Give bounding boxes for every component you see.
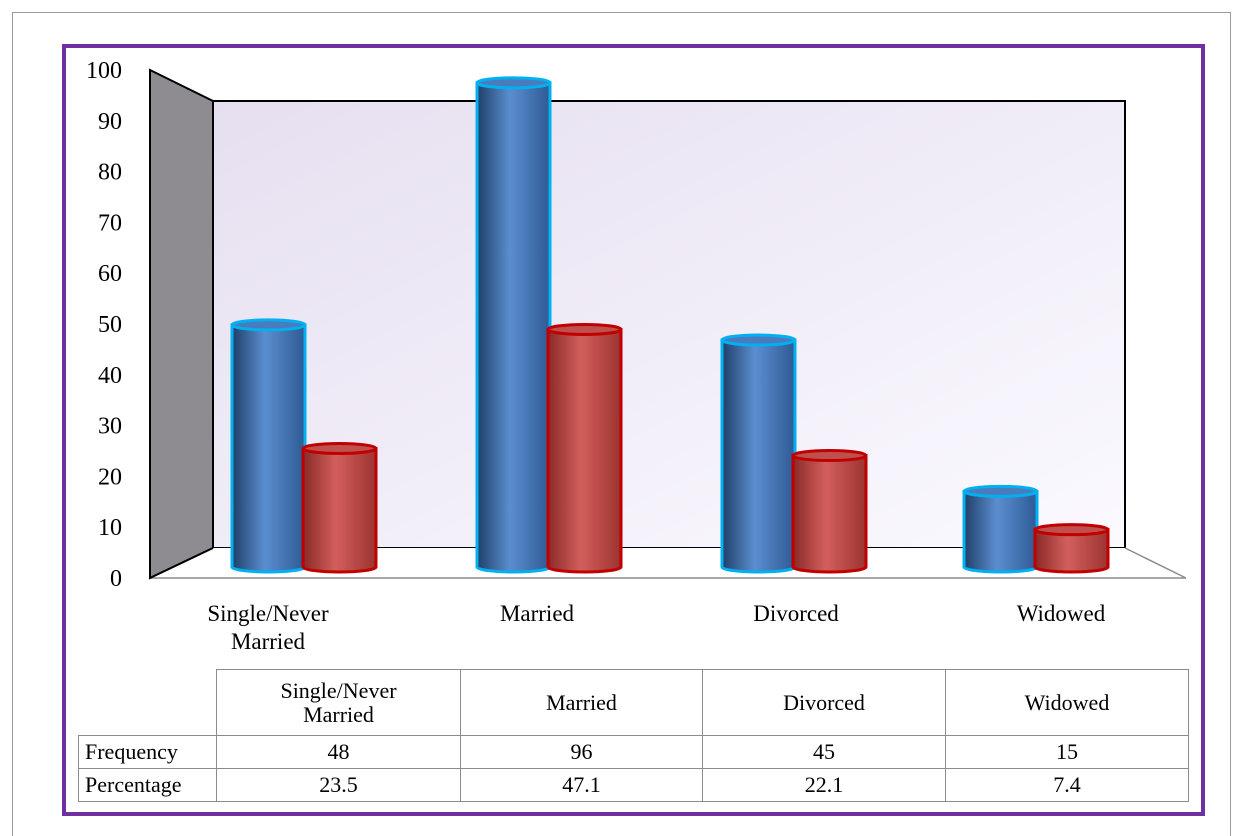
- table-header-married: Married: [460, 669, 703, 736]
- table-cell: 45: [702, 735, 946, 769]
- table-header-widowed: Widowed: [945, 669, 1189, 736]
- bar-top: [230, 318, 307, 332]
- bar-top: [791, 449, 868, 463]
- table-cell: 48: [216, 735, 461, 769]
- floor: [150, 548, 1186, 578]
- side-wall: [149, 68, 214, 580]
- bar-top: [720, 333, 797, 347]
- table-cell: 23.5: [216, 768, 461, 802]
- x-tick-label: Divorced: [753, 601, 839, 626]
- bar-percentage: [546, 322, 623, 574]
- table-cell: 96: [460, 735, 703, 769]
- bar-top: [475, 76, 552, 90]
- bar-body: [1033, 528, 1110, 574]
- table-header-single: Single/Never Married: [216, 669, 461, 736]
- table-cell: 7.4: [945, 768, 1189, 802]
- bar-body: [962, 489, 1039, 574]
- page-border: [12, 12, 1231, 836]
- table-cell: 47.1: [460, 768, 703, 802]
- y-tick-label: 10: [98, 515, 122, 541]
- y-tick-label: 90: [98, 109, 122, 135]
- floor-left-edge: [149, 547, 214, 579]
- y-tick-label: 40: [98, 363, 122, 389]
- bar-frequency: [230, 318, 307, 574]
- bar-body: [546, 327, 623, 574]
- bar-body: [720, 338, 797, 574]
- row-label-percentage: Percentage: [78, 768, 217, 802]
- bar-percentage: [301, 441, 378, 574]
- table-header-divorced: Divorced: [702, 669, 946, 736]
- bar-top: [546, 322, 623, 336]
- bar-body: [230, 323, 307, 574]
- table-header-label: Single/Never Married: [280, 677, 397, 727]
- x-tick-label: Single/Never Married: [207, 601, 329, 654]
- y-tick-label: 20: [98, 464, 122, 490]
- table-row: Frequency 48 96 45 15: [78, 735, 1189, 769]
- bar-frequency: [475, 76, 552, 574]
- x-tick-label: Widowed: [1017, 601, 1106, 626]
- y-tick-label: 60: [98, 261, 122, 287]
- bar-top: [1033, 523, 1110, 537]
- table-corner: [78, 669, 217, 736]
- table-cell: 22.1: [702, 768, 946, 802]
- bar-top: [301, 441, 378, 455]
- y-tick-label: 80: [98, 160, 122, 186]
- table-row: Percentage 23.5 47.1 22.1 7.4: [78, 768, 1189, 802]
- bar-percentage: [791, 449, 868, 574]
- bar-body: [301, 446, 378, 574]
- bar-body: [791, 454, 868, 574]
- row-label-frequency: Frequency: [78, 735, 217, 769]
- bar-frequency: [962, 484, 1039, 574]
- y-tick-label: 30: [98, 414, 122, 440]
- data-table: Single/Never Married Married Divorced Wi…: [78, 669, 1189, 802]
- y-tick-label: 100: [86, 58, 122, 84]
- bar-percentage: [1033, 523, 1110, 574]
- bar-top: [962, 484, 1039, 498]
- y-tick-label: 70: [98, 210, 122, 236]
- y-tick-label: 0: [110, 566, 122, 592]
- x-tick-label: Married: [500, 601, 575, 626]
- bar-frequency: [720, 333, 797, 574]
- floor-edge: [1124, 547, 1187, 579]
- bar-body: [475, 81, 552, 574]
- table-cell: 15: [945, 735, 1189, 769]
- y-tick-label: 50: [98, 312, 122, 338]
